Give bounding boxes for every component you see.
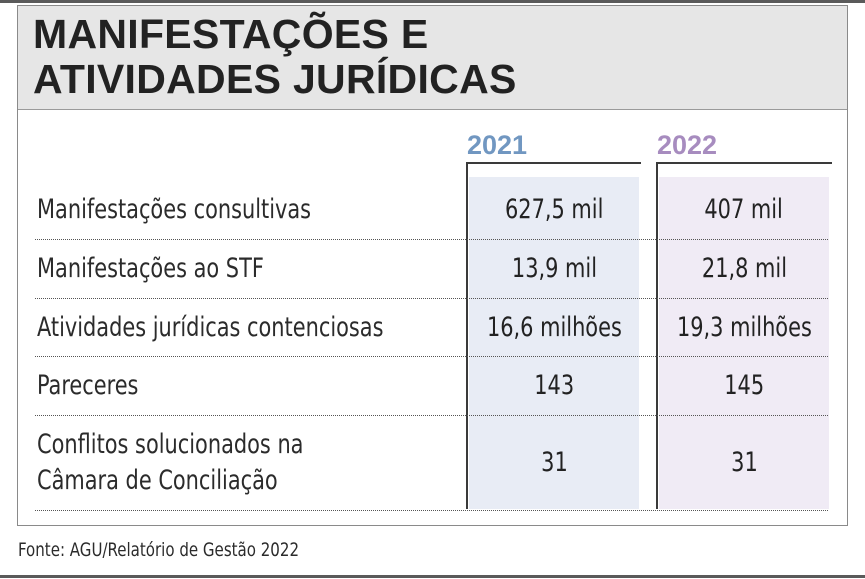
title-box: MANIFESTAÇÕES E ATIVIDADES JURÍDICAS [18,6,847,110]
source-note: Fonte: AGU/Relatório de Gestão 2022 [18,539,300,561]
cell-value: 16,6 milhões [486,312,622,343]
cell-value: 13,9 mil [511,253,597,284]
cell-2022-manifestacoes-stf: 21,8 mil [659,254,829,284]
column-header-2022: 2022 [657,130,718,160]
cell-2021-conflitos: 31 [469,448,639,478]
title-line-2: ATIVIDADES JURÍDICAS [33,56,517,102]
column-2021-top-rule [466,162,641,164]
top-rule [0,0,865,3]
row-separator [35,356,828,357]
column-2022-background [659,177,829,509]
column-2021-background [469,177,639,509]
cell-value: 19,3 milhões [676,312,812,343]
row-separator [35,298,828,299]
cell-2022-pareceres: 145 [659,371,829,401]
cell-value: 143 [534,370,574,401]
title-line-1: MANIFESTAÇÕES E [33,11,429,57]
cell-2021-manifestacoes-consultivas: 627,5 mil [469,195,639,225]
row-separator [35,239,828,240]
column-header-2021: 2021 [467,130,528,160]
cell-value: 31 [540,447,568,478]
row-label-pareceres: Pareceres [37,370,139,401]
cell-2022-atividades-contenciosas: 19,3 milhões [659,313,829,343]
column-2022-top-rule [656,162,832,164]
infographic-frame: MANIFESTAÇÕES E ATIVIDADES JURÍDICAS [17,5,848,526]
cell-value: 21,8 mil [701,253,787,284]
row-separator [35,415,828,416]
cell-2021-atividades-contenciosas: 16,6 milhões [469,313,639,343]
cell-2021-manifestacoes-stf: 13,9 mil [469,254,639,284]
column-2022-left-border [656,162,658,509]
row-label-conflitos-line2: Câmara de Conciliação [37,465,278,496]
cell-2022-conflitos: 31 [659,448,829,478]
row-separator [35,510,828,511]
cell-value: 627,5 mil [504,194,604,225]
column-2021-left-border [466,162,468,509]
row-label-manifestacoes-stf: Manifestações ao STF [37,253,264,284]
row-label-manifestacoes-consultivas: Manifestações consultivas [37,194,312,225]
cell-2022-manifestacoes-consultivas: 407 mil [659,195,829,225]
cell-2021-pareceres: 143 [469,371,639,401]
row-label-conflitos-line1: Conflitos solucionados na [37,429,304,460]
bottom-rule [0,575,865,578]
cell-value: 145 [724,370,764,401]
page-title: MANIFESTAÇÕES E ATIVIDADES JURÍDICAS [33,12,517,102]
cell-value: 31 [730,447,758,478]
row-label-atividades-contenciosas: Atividades jurídicas contenciosas [37,312,384,343]
cell-value: 407 mil [704,194,784,225]
